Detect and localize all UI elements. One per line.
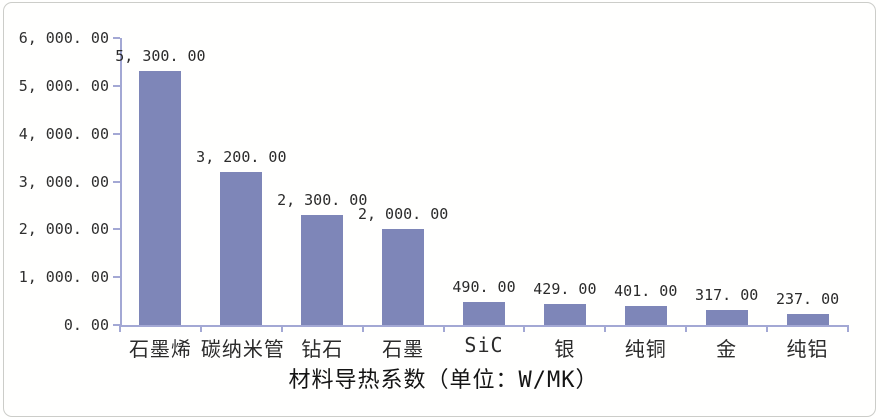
bar-value-label: 401. 00 <box>614 281 678 300</box>
bar <box>543 304 586 325</box>
y-tick-mark <box>113 228 120 231</box>
bar <box>382 229 425 325</box>
bar-value-label: 2, 300. 00 <box>277 190 368 209</box>
y-tick-mark <box>113 132 120 135</box>
x-tick-mark <box>280 325 283 332</box>
y-axis-line <box>120 38 122 325</box>
x-tick-mark <box>119 325 121 332</box>
y-tick-label: 1, 000. 00 <box>18 268 109 287</box>
x-tick-mark <box>442 325 445 332</box>
x-tick-mark <box>604 325 607 332</box>
bar-value-label: 237. 00 <box>775 289 840 308</box>
category-label: 银 <box>554 337 576 361</box>
category-label: 钻石 <box>301 337 344 361</box>
bar <box>705 309 748 325</box>
category-label: 石墨烯 <box>128 337 192 361</box>
bar <box>301 214 344 325</box>
x-tick-mark <box>199 325 202 332</box>
y-tick-mark <box>113 84 120 87</box>
category-label: SiC <box>464 333 504 357</box>
category-label: 石墨 <box>382 337 425 361</box>
x-tick-mark <box>523 325 526 332</box>
plot-area <box>120 38 848 327</box>
bar <box>139 71 182 325</box>
y-tick-label: 3, 000. 00 <box>18 172 109 191</box>
bar-value-label: 429. 00 <box>533 280 597 299</box>
bar <box>463 301 505 325</box>
bar <box>786 313 829 325</box>
x-tick-mark <box>685 325 688 332</box>
chart-title: 材料导热系数（单位：W/MK） <box>288 368 599 393</box>
y-tick-label: 2, 000. 00 <box>18 220 109 239</box>
category-label: 纯铝 <box>786 337 829 361</box>
y-tick-label: 6, 000. 00 <box>18 29 109 47</box>
y-tick-mark <box>113 324 120 326</box>
y-tick-mark <box>113 276 120 279</box>
category-label: 碳纳米管 <box>200 337 285 361</box>
bar-value-label: 5, 300. 00 <box>115 47 206 66</box>
x-tick-mark <box>847 325 849 332</box>
bar-value-label: 490. 00 <box>452 277 516 296</box>
bar-value-label: 317. 00 <box>695 285 759 304</box>
y-tick-label: 0. 00 <box>63 316 109 334</box>
x-tick-mark <box>361 325 364 332</box>
y-tick-mark <box>113 180 120 183</box>
bar-value-label: 2, 000. 00 <box>357 205 449 224</box>
bar <box>220 171 263 325</box>
y-tick-label: 5, 000. 00 <box>18 76 109 95</box>
y-tick-mark <box>113 37 120 39</box>
x-axis-line <box>120 325 848 327</box>
category-label: 纯铜 <box>624 337 667 361</box>
bar-value-label: 3, 200. 00 <box>196 147 287 166</box>
y-tick-label: 4, 000. 00 <box>18 124 109 143</box>
bar <box>624 305 667 325</box>
category-label: 金 <box>716 337 738 361</box>
x-tick-mark <box>766 325 769 332</box>
